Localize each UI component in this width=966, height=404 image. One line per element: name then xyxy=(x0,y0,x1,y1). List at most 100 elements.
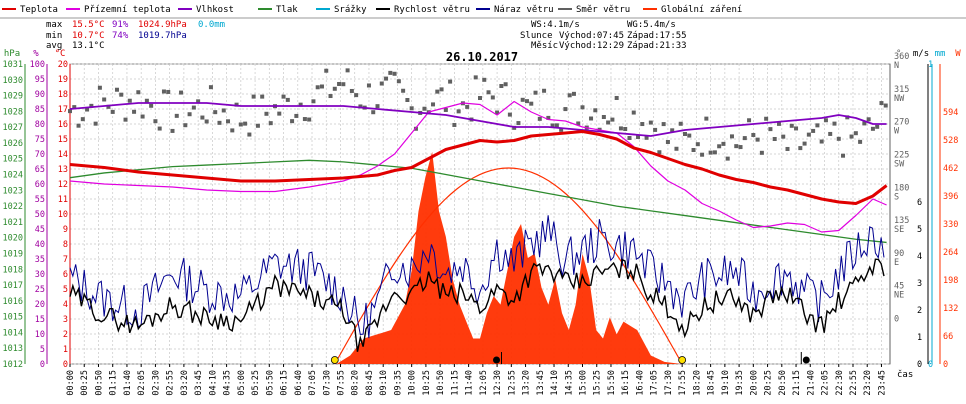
x-tick-label: 07:55 xyxy=(336,370,346,396)
wind-direction-point xyxy=(764,116,769,121)
wind-direction-point xyxy=(708,150,713,155)
x-tick-label: 17:30 xyxy=(664,370,674,396)
x-tick-label: 06:40 xyxy=(294,370,304,396)
wind-gust-summary: WG:5.4m/s xyxy=(627,20,676,30)
wind-direction-point xyxy=(319,84,324,89)
wind-direction-point xyxy=(802,141,807,146)
degc-axis-tick-label: 0 xyxy=(63,360,68,370)
x-tick-label: 22:05 xyxy=(821,370,831,396)
dir-axis-tick-label: 315 xyxy=(894,85,909,95)
chart-title: 26.10.2017 xyxy=(446,50,518,64)
x-tick-label: 01:15 xyxy=(109,370,119,396)
x-tick-label: 05:00 xyxy=(237,370,247,396)
x-tick-label: 22:55 xyxy=(849,370,859,396)
x-tick-label: 23:45 xyxy=(877,370,887,396)
wind-speed-summary: WS:4.1m/s xyxy=(531,20,580,30)
degc-axis-tick-label: 9 xyxy=(63,225,68,235)
stats-min-press: 1019.7hPa xyxy=(138,31,187,41)
degc-axis-tick-label: 3 xyxy=(63,315,68,325)
hpa-axis-unit: hPa xyxy=(4,49,20,59)
wind-direction-point xyxy=(747,118,752,123)
legend-label: Tlak xyxy=(276,5,298,15)
wind-direction-point xyxy=(277,111,282,116)
hpa-axis-tick-label: 1014 xyxy=(3,328,23,338)
wind-direction-point xyxy=(366,83,371,88)
degc-axis-tick-label: 20 xyxy=(58,60,68,70)
stats-min-temp: 10.7°C xyxy=(72,31,105,41)
wind-direction-point xyxy=(354,93,359,98)
wind-direction-point xyxy=(537,116,542,121)
wind-direction-point xyxy=(648,120,653,125)
wind-direction-point xyxy=(700,152,705,157)
wind-direction-point xyxy=(153,119,158,124)
wind-direction-point xyxy=(546,115,551,120)
pct-axis-tick-label: 15 xyxy=(35,315,45,325)
wind-direction-point xyxy=(161,89,166,94)
wind-direction-point xyxy=(234,102,239,107)
grid xyxy=(69,63,891,365)
wind-direction-point xyxy=(431,102,436,107)
wind-direction-point xyxy=(858,139,863,144)
ms-axis-tick-label: 4 xyxy=(917,252,922,262)
pct-axis-tick-label: 5 xyxy=(40,345,45,355)
wind-direction-point xyxy=(606,120,611,125)
wind-direction-point xyxy=(623,127,628,132)
x-tick-label: 13:20 xyxy=(522,370,532,396)
wind-direction-point xyxy=(183,123,188,128)
wind-direction-point xyxy=(465,104,470,109)
wind-direction-point xyxy=(196,99,201,104)
wind-direction-point xyxy=(140,114,145,119)
hpa-axis-tick-label: 1027 xyxy=(3,123,23,133)
pct-axis-tick-label: 0 xyxy=(40,360,45,370)
pct-axis-tick-label: 40 xyxy=(35,240,45,250)
wind-direction-point xyxy=(794,126,799,131)
wind-direction-point xyxy=(260,94,265,99)
wind-direction-point xyxy=(413,126,418,131)
wind-direction-point xyxy=(841,153,846,158)
pct-axis-tick-label: 20 xyxy=(35,300,45,310)
wind-direction-point xyxy=(191,105,196,110)
sunset-marker xyxy=(678,356,687,364)
sun-rise: Východ:07:45 xyxy=(559,31,624,41)
wind-direction-point xyxy=(636,134,641,139)
x-tick-label: 16:15 xyxy=(621,370,631,396)
wind-direction-point xyxy=(337,81,342,86)
wind-direction-point xyxy=(610,117,615,122)
pct-axis-tick-label: 45 xyxy=(35,225,45,235)
w-axis-tick-label: 198 xyxy=(943,276,958,286)
x-tick-label: 10:00 xyxy=(408,370,418,396)
wind-direction-point xyxy=(601,115,606,120)
x-tick-label: 07:30 xyxy=(322,370,332,396)
hpa-axis-tick-label: 1020 xyxy=(3,234,23,244)
wind-direction-point xyxy=(132,109,137,114)
wind-direction-point xyxy=(806,132,811,137)
wind-direction-point xyxy=(405,97,410,102)
x-tick-label: 17:55 xyxy=(678,370,688,396)
wind-direction-point xyxy=(789,123,794,128)
wind-direction-point xyxy=(734,144,739,149)
w-axis-tick-label: 396 xyxy=(943,192,958,202)
legend-label: Rychlost větru xyxy=(394,5,470,15)
wind-direction-point xyxy=(456,109,461,114)
wind-direction-point xyxy=(255,123,260,128)
wind-direction-point xyxy=(226,119,231,124)
x-tick-label: 00:25 xyxy=(80,370,90,396)
dir-axis-compass-label: E xyxy=(894,258,899,268)
x-tick-label: 10:50 xyxy=(436,370,446,396)
w-axis-tick-label: 66 xyxy=(943,332,953,342)
pct-axis-unit: % xyxy=(33,49,39,59)
x-tick-label: 20:50 xyxy=(778,370,788,396)
wind-direction-point xyxy=(614,95,619,100)
x-tick-label: 20:00 xyxy=(749,370,759,396)
degc-axis-tick-label: 4 xyxy=(63,300,68,310)
x-tick-label: 14:35 xyxy=(564,370,574,396)
hpa-axis-tick-label: 1031 xyxy=(3,60,23,70)
wind-direction-point xyxy=(819,139,824,144)
x-tick-label: 19:35 xyxy=(735,370,745,396)
w-axis-unit: W xyxy=(955,49,961,59)
wind-direction-point xyxy=(853,131,858,136)
wind-direction-point xyxy=(422,106,427,111)
wind-direction-point xyxy=(691,148,696,153)
wind-direction-point xyxy=(870,126,875,131)
x-tick-label: 08:20 xyxy=(351,370,361,396)
